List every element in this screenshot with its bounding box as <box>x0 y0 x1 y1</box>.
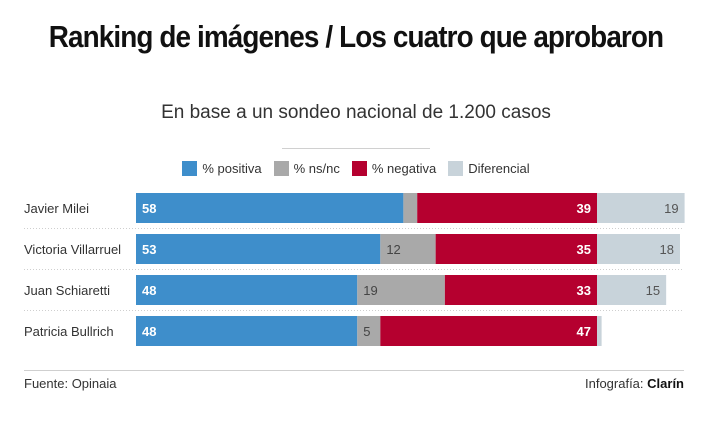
category-label: Patricia Bullrich <box>24 324 114 339</box>
category-label: Juan Schiaretti <box>24 283 110 298</box>
data-label: 19 <box>363 283 377 298</box>
chart-title: Ranking de imágenes / Los cuatro que apr… <box>48 19 664 54</box>
data-label: 39 <box>577 201 591 216</box>
bar-segment-negativa <box>417 193 597 223</box>
source-note: Fuente: Opinaia <box>24 376 117 391</box>
credit-brand: Clarín <box>647 376 684 391</box>
legend-label: % ns/nc <box>293 161 340 176</box>
bar-segment-diferencial <box>597 316 602 346</box>
data-label: 58 <box>142 201 156 216</box>
data-label: 12 <box>386 242 400 257</box>
legend-swatch <box>182 161 198 176</box>
bar-segment-negativa <box>444 275 597 305</box>
data-label: 48 <box>142 324 156 339</box>
data-label: 35 <box>577 242 591 257</box>
bar-segment-nsnc <box>357 316 381 346</box>
legend-label: Diferencial <box>468 161 530 176</box>
bar-segment-nsnc <box>403 193 418 223</box>
credit-prefix: Infografía: <box>584 376 644 391</box>
data-label: 5 <box>363 324 370 339</box>
bar-segment-positiva <box>136 234 381 264</box>
credit-note: Infografía: Clarín <box>585 376 684 391</box>
bar-segment-negativa <box>380 316 597 346</box>
data-label: 47 <box>577 324 591 339</box>
chart-subtitle: En base a un sondeo nacional de 1.200 ca… <box>161 102 551 123</box>
data-label: 18 <box>660 242 674 257</box>
title-divider <box>282 148 430 149</box>
data-label: 33 <box>577 283 591 298</box>
legend-item: % positiva <box>182 161 262 176</box>
legend-label: % negativa <box>371 161 437 176</box>
footer-divider <box>24 370 684 371</box>
legend: % positiva % ns/nc % negativa Diferencial <box>0 161 712 176</box>
legend-swatch <box>448 161 464 176</box>
legend-item: % negativa <box>351 161 437 176</box>
legend-item: % ns/nc <box>273 161 340 176</box>
stacked-bar-chart: Javier Milei 58 39 19 Victoria Villarruel 53 1… <box>24 193 685 346</box>
bar-segment-nsnc <box>357 275 445 305</box>
bar-segment-positiva <box>136 275 358 305</box>
bar-segment-positiva <box>136 193 404 223</box>
bar-segment-negativa <box>435 234 597 264</box>
bar-segment-positiva <box>136 316 358 346</box>
category-label: Javier Milei <box>24 201 89 216</box>
legend-swatch <box>273 161 289 176</box>
data-label: 15 <box>646 283 660 298</box>
category-label: Victoria Villarruel <box>24 242 121 257</box>
data-label: 19 <box>664 201 678 216</box>
data-label: 48 <box>142 283 156 298</box>
data-label: 53 <box>142 242 156 257</box>
bar-segment-diferencial <box>597 275 667 305</box>
bar-segment-nsnc <box>380 234 436 264</box>
bar-segment-diferencial <box>597 193 685 223</box>
legend-label: % positiva <box>202 161 262 176</box>
legend-item: Diferencial <box>448 161 530 176</box>
legend-swatch <box>351 161 367 176</box>
bar-segment-diferencial <box>597 234 680 264</box>
